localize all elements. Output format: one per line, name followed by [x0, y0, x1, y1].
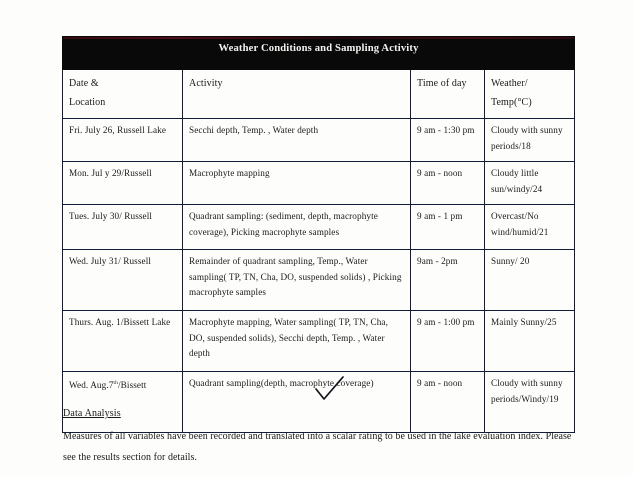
- cell-weather-temp: Cloudy with sunny periods/Windy/19: [484, 371, 575, 433]
- column-header-time-of-day: Time of day: [410, 69, 485, 119]
- column-header-activity: Activity: [182, 69, 411, 119]
- header-date-line1: Date &: [69, 78, 99, 89]
- table-row: Fri. July 26, Russell Lake Secchi depth,…: [62, 118, 575, 162]
- table-row: Thurs. Aug. 1/Bissett Lake Macrophyte ma…: [62, 310, 575, 372]
- cell-time-of-day: 9 am - 1:00 pm: [410, 310, 485, 372]
- cell-activity: Macrophyte mapping, Water sampling( TP, …: [182, 310, 411, 372]
- cell-time-of-day: 9 am - 1 pm: [410, 204, 485, 250]
- header-date-line2: Location: [69, 97, 106, 108]
- cell-date-location: Fri. July 26, Russell Lake: [62, 118, 183, 162]
- column-header-weather-temp: Weather/ Temp(°C): [484, 69, 575, 119]
- cell-date-location: Wed. Aug.7th/Bissett: [62, 371, 183, 433]
- cell-weather-temp: Overcast/No wind/humid/21: [484, 204, 575, 250]
- table-row: Wed. July 31/ Russell Remainder of quadr…: [62, 249, 575, 311]
- cell-weather-temp: Cloudy little sun/windy/24: [484, 161, 575, 205]
- cell-date-location: Tues. July 30/ Russell: [62, 204, 183, 250]
- cell-date-location: Thurs. Aug. 1/Bissett Lake: [62, 310, 183, 372]
- table-row: Wed. Aug.7th/Bissett Quadrant sampling(d…: [62, 371, 575, 433]
- header-weather-line2: Temp(°C): [491, 97, 532, 108]
- cell-time-of-day: 9am - 2pm: [410, 249, 485, 311]
- cell-weather-temp: Mainly Sunny/25: [484, 310, 575, 372]
- cell-activity: Remainder of quadrant sampling, Temp., W…: [182, 249, 411, 311]
- cell-weather-temp: Cloudy with sunny periods/18: [484, 118, 575, 162]
- cell-date-prefix: Wed. Aug.7: [69, 380, 114, 391]
- cell-time-of-day: 9 am - noon: [410, 371, 485, 433]
- table-title: Weather Conditions and Sampling Activity: [218, 43, 419, 54]
- cell-date-ordinal-suffix: th: [113, 380, 119, 386]
- cell-date-suffix: /Bissett: [118, 380, 147, 391]
- table-row: Mon. Jul y 29/Russell Macrophyte mapping…: [62, 161, 575, 205]
- header-weather-line1: Weather/: [491, 78, 528, 89]
- weather-sampling-table: Weather Conditions and Sampling Activity…: [62, 36, 575, 433]
- cell-date-location: Wed. July 31/ Russell: [62, 249, 183, 311]
- cell-activity: Quadrant sampling(depth, macrophyte cove…: [182, 371, 411, 433]
- cell-activity: Secchi depth, Temp. , Water depth: [182, 118, 411, 162]
- table-title-cell: Weather Conditions and Sampling Activity: [62, 36, 575, 70]
- cell-time-of-day: 9 am - 1:30 pm: [410, 118, 485, 162]
- data-analysis-section: Data Analysis Measures of all variables …: [63, 408, 575, 468]
- table-header-row: Date & Location Activity Time of day Wea…: [62, 69, 575, 119]
- cell-date-location: Mon. Jul y 29/Russell: [62, 161, 183, 205]
- data-analysis-body: Measures of all variables have been reco…: [63, 431, 572, 463]
- table-row: Tues. July 30/ Russell Quadrant sampling…: [62, 204, 575, 250]
- cell-weather-temp: Sunny/ 20: [484, 249, 575, 311]
- cell-time-of-day: 9 am - noon: [410, 161, 485, 205]
- data-analysis-heading: Data Analysis: [63, 408, 121, 419]
- cell-activity: Macrophyte mapping: [182, 161, 411, 205]
- scan-fringe: [63, 37, 574, 39]
- cell-activity: Quadrant sampling: (sediment, depth, mac…: [182, 204, 411, 250]
- table-title-row: Weather Conditions and Sampling Activity: [62, 36, 575, 70]
- column-header-date-location: Date & Location: [62, 69, 183, 119]
